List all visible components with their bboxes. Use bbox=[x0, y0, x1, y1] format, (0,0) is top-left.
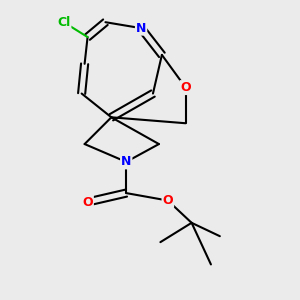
Text: O: O bbox=[180, 81, 191, 94]
Text: Cl: Cl bbox=[57, 16, 70, 29]
Text: N: N bbox=[136, 22, 146, 34]
Text: O: O bbox=[163, 194, 173, 207]
Text: N: N bbox=[121, 155, 131, 168]
Text: O: O bbox=[82, 196, 93, 208]
